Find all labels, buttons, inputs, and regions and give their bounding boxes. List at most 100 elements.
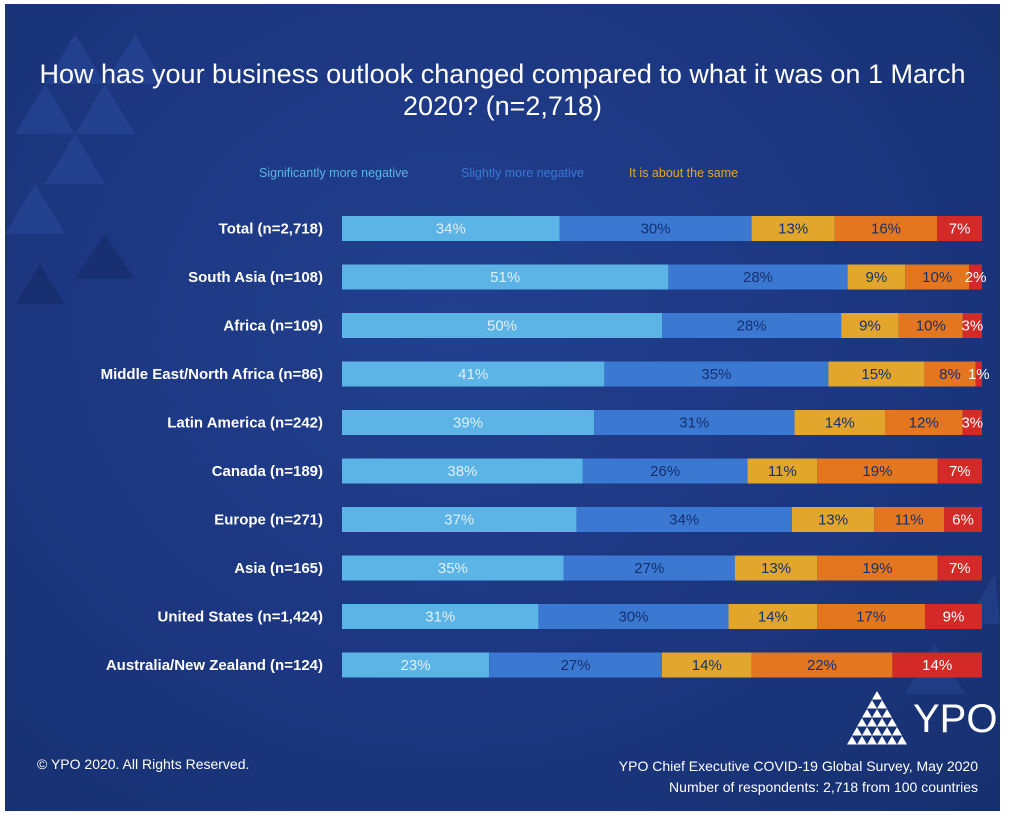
bar-segment [734, 555, 818, 581]
logo-triangle [877, 700, 887, 709]
bar-segment [962, 313, 982, 338]
category-label: Asia (n=165) [234, 560, 323, 577]
logo-triangle [862, 709, 872, 718]
data-label: 3% [962, 318, 984, 335]
data-label: 30% [618, 609, 648, 626]
bar-segment [817, 458, 938, 484]
bar-segment [342, 361, 605, 387]
bar-segment [794, 410, 886, 435]
bar-segment [751, 652, 893, 678]
data-label: 7% [949, 560, 971, 577]
bar-segment [817, 555, 938, 581]
data-label: 11% [895, 512, 924, 529]
data-label: 9% [943, 609, 965, 626]
data-label: 16% [871, 221, 901, 238]
data-label: 50% [487, 318, 517, 335]
bar-segment [728, 604, 818, 629]
stacked-bar-chart: Total (n=2,718) 34% 30% 13% 16% 7% South Asia … [101, 216, 990, 678]
logo-triangle [857, 736, 867, 745]
data-label: 26% [650, 463, 680, 480]
logo-triangle [867, 736, 877, 745]
data-label: 8% [939, 366, 961, 383]
data-label: 35% [701, 366, 731, 383]
logo-triangle [882, 727, 892, 736]
category-label: Africa (n=109) [223, 318, 323, 335]
data-label: 7% [949, 221, 971, 238]
category-label: Australia/New Zealand (n=124) [106, 657, 323, 674]
ypo-logo-text: YPO [913, 697, 998, 741]
bar-segment [576, 507, 792, 532]
bar-segment [847, 264, 906, 290]
bar-segment [563, 555, 735, 581]
bar-segment [538, 604, 729, 629]
bar-segment [582, 458, 748, 484]
data-label: 27% [634, 560, 664, 577]
data-label: 35% [438, 560, 468, 577]
logo-triangle [867, 718, 877, 727]
bar-segment [874, 507, 944, 532]
data-label: 12% [909, 415, 939, 432]
data-label: 19% [862, 463, 892, 480]
legend-item-significantly-more-negative: Significantly more negative [259, 166, 409, 180]
data-label: 9% [866, 269, 888, 286]
data-label: 13% [761, 560, 791, 577]
logo-triangle [887, 736, 897, 745]
bar-segment [559, 216, 752, 241]
data-label: 10% [916, 318, 946, 335]
category-label: Middle East/North Africa (n=86) [101, 366, 323, 383]
chart-title: How has your business outlook changed co… [39, 59, 966, 121]
bar-segment [828, 361, 925, 387]
bar-segment [342, 555, 564, 581]
data-label: 23% [401, 657, 431, 674]
bar-segment [898, 313, 963, 338]
source-note: YPO Chief Executive COVID-19 Global Surv… [619, 756, 978, 798]
logo-triangle [887, 718, 897, 727]
data-label: 13% [818, 512, 848, 529]
bar-segment [791, 507, 875, 532]
bar-segment [668, 264, 848, 290]
bar-segment [747, 458, 818, 484]
category-label: South Asia (n=108) [188, 269, 323, 286]
data-label: 22% [807, 657, 837, 674]
data-label: 34% [669, 512, 699, 529]
data-label: 10% [922, 269, 952, 286]
bar-segment [662, 652, 752, 678]
legend-item-about-the-same: It is about the same [629, 166, 739, 180]
bar-segment [841, 313, 899, 338]
data-label: 14% [922, 657, 952, 674]
bar-segment [924, 604, 982, 629]
data-label: 37% [444, 512, 474, 529]
bar-segment [817, 604, 925, 629]
logo-triangle [857, 718, 867, 727]
bar-segment [604, 361, 829, 387]
bar-segment [489, 652, 662, 678]
logo-triangle [872, 727, 882, 736]
bar-segment [975, 361, 982, 387]
logo-triangle [882, 709, 892, 718]
logo-triangle [852, 727, 862, 736]
logo-triangle [867, 700, 877, 709]
logo-triangle [862, 727, 872, 736]
logo-triangle [877, 736, 887, 745]
slide-background: How has your business outlook changed co… [5, 4, 1000, 811]
bar-segment [969, 264, 982, 290]
data-label: 2% [965, 269, 987, 286]
data-label: 27% [561, 657, 591, 674]
bar-segment [751, 216, 835, 241]
category-label: Total (n=2,718) [219, 221, 323, 238]
data-label: 30% [641, 221, 671, 238]
bar-segment [342, 313, 662, 338]
logo-triangle [892, 727, 902, 736]
bar-segment [594, 410, 795, 435]
bar-segment [662, 313, 842, 338]
bar-segment [937, 458, 982, 484]
bar-segment [342, 652, 490, 678]
data-label: 9% [859, 318, 881, 335]
category-label: United States (n=1,424) [158, 609, 323, 626]
bar-segment [342, 604, 539, 629]
data-label: 34% [436, 221, 466, 238]
bar-segment [885, 410, 963, 435]
bar-segment [924, 361, 976, 387]
source-line-2: Number of respondents: 2,718 from 100 co… [669, 779, 978, 795]
logo-triangle [872, 709, 882, 718]
